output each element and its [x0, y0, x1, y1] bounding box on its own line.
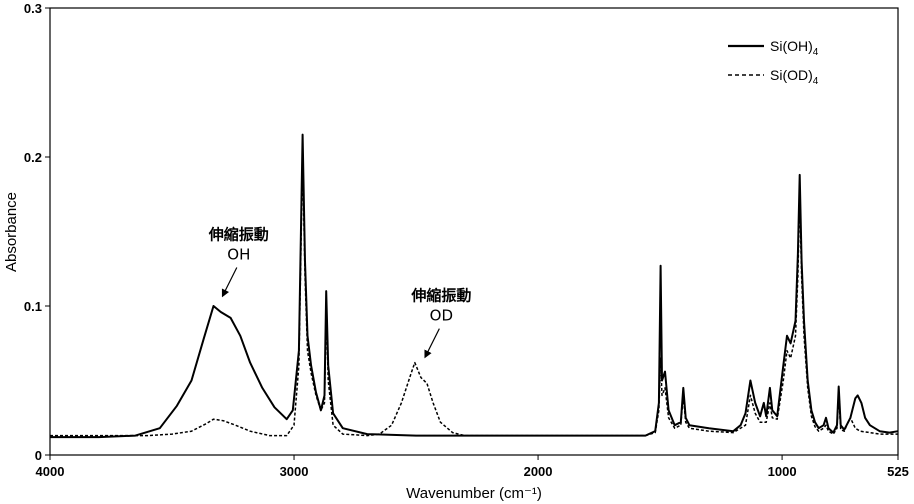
legend-sub-siod4: 4	[813, 76, 819, 87]
y-tick-label: 0	[35, 448, 42, 463]
x-axis-title: Wavenumber (cm⁻¹)	[406, 485, 542, 502]
legend-label-siod4: Si(OD)4	[770, 67, 819, 87]
x-tick-label: 2000	[524, 464, 553, 479]
annotations: 伸縮振動 OH 伸縮振動 OD	[208, 226, 471, 359]
series-line-siod4	[50, 156, 898, 437]
y-tick-label: 0.2	[24, 150, 42, 165]
plot-area-frame	[49, 7, 899, 456]
annotation-label: OD	[430, 307, 453, 325]
annotation-arrow	[424, 328, 440, 359]
annotation-arrow	[221, 267, 238, 298]
y-tick-label: 0.1	[24, 299, 42, 314]
y-axis-title: Absorbance	[3, 192, 20, 272]
x-tick-label: 525	[887, 464, 909, 479]
annotation-title: 伸縮振動	[410, 287, 471, 305]
x-tick-label: 4000	[36, 464, 65, 479]
y-tick-label: 0.3	[24, 1, 42, 16]
x-tick-label: 3000	[280, 464, 309, 479]
legend-sub-sioh4: 4	[813, 47, 819, 58]
axes: 4000 3000 2000 1000 525 0 0.1 0.2 0.3	[24, 1, 909, 479]
series-line-sioh4	[50, 133, 899, 439]
legend-label-sioh4: Si(OH)4	[770, 38, 819, 58]
annotation-label: OH	[227, 246, 250, 264]
x-tick-label: 1000	[768, 464, 797, 479]
series-layer	[50, 133, 899, 439]
legend: Si(OH)4 Si(OD)4	[728, 38, 819, 87]
annotation-title: 伸縮振動	[208, 226, 269, 244]
